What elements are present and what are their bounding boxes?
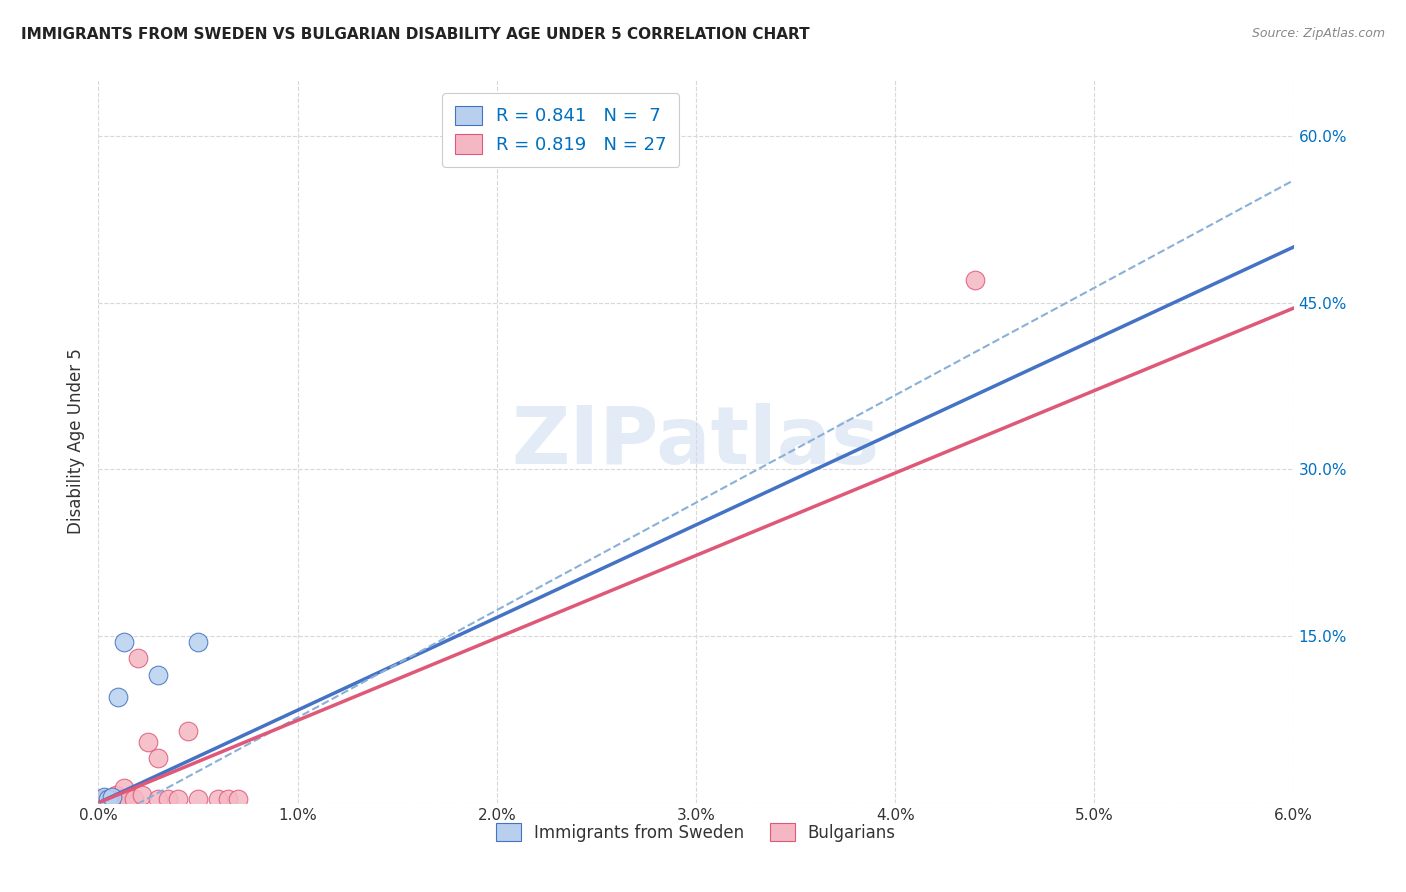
Text: IMMIGRANTS FROM SWEDEN VS BULGARIAN DISABILITY AGE UNDER 5 CORRELATION CHART: IMMIGRANTS FROM SWEDEN VS BULGARIAN DISA… <box>21 27 810 42</box>
Legend: Immigrants from Sweden, Bulgarians: Immigrants from Sweden, Bulgarians <box>489 817 903 848</box>
Point <box>124 792 146 806</box>
Point <box>963 273 986 287</box>
Point <box>167 792 190 806</box>
Text: ZIPatlas: ZIPatlas <box>512 402 880 481</box>
Point <box>101 790 124 805</box>
Point <box>157 792 180 806</box>
Point <box>93 790 115 805</box>
Point <box>187 792 209 806</box>
Point <box>112 792 135 806</box>
Point <box>105 788 128 802</box>
Point <box>112 781 135 796</box>
Point <box>101 792 124 806</box>
Point <box>187 634 209 648</box>
Point <box>207 792 229 806</box>
Point <box>103 792 125 806</box>
Point <box>107 690 129 705</box>
Point <box>177 723 200 738</box>
Point <box>97 792 120 806</box>
Point <box>226 792 249 806</box>
Point <box>91 792 114 806</box>
Point <box>117 792 139 806</box>
Point <box>97 792 120 806</box>
Point <box>110 792 132 806</box>
Text: Source: ZipAtlas.com: Source: ZipAtlas.com <box>1251 27 1385 40</box>
Point <box>98 792 122 806</box>
Point <box>93 792 115 806</box>
Point <box>127 651 149 665</box>
Point <box>217 792 239 806</box>
Point <box>148 668 170 682</box>
Point <box>96 792 118 806</box>
Y-axis label: Disability Age Under 5: Disability Age Under 5 <box>66 349 84 534</box>
Point <box>107 792 129 806</box>
Point <box>148 792 170 806</box>
Point <box>112 634 135 648</box>
Point <box>136 734 159 748</box>
Point <box>148 751 170 765</box>
Point <box>131 788 153 802</box>
